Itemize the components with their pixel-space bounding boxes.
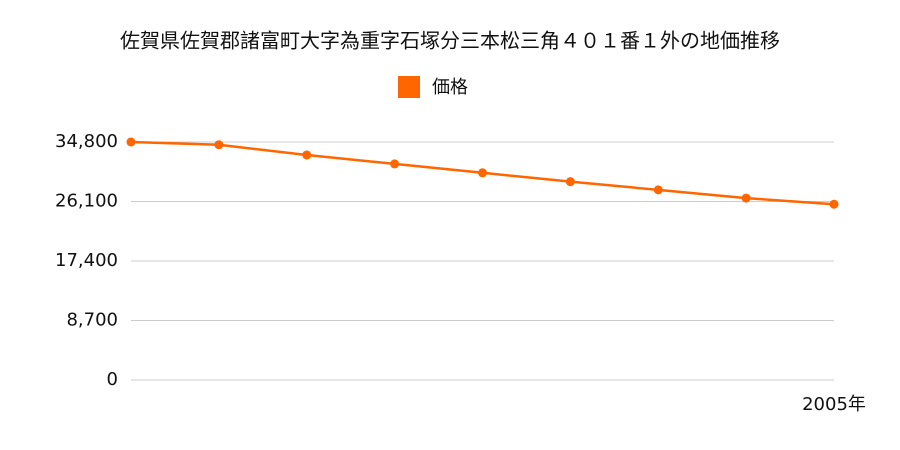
chart-title: 佐賀県佐賀郡諸富町大字為重字石塚分三本松三角４０１番１外の地価推移: [120, 29, 780, 53]
legend-label: 価格: [432, 77, 468, 98]
y-tick-label: 0: [107, 369, 118, 390]
y-tick-label: 34,800: [55, 131, 118, 152]
point: [565, 177, 575, 187]
point: [653, 185, 663, 195]
point: [302, 150, 312, 160]
point: [390, 159, 400, 169]
y-tick-label: 26,100: [55, 191, 118, 212]
point: [741, 193, 751, 203]
y-tick-label: 8,700: [66, 310, 118, 331]
point: [126, 137, 136, 147]
x-tick-label: 2005年: [802, 394, 866, 415]
point: [214, 140, 224, 150]
point: [478, 168, 487, 178]
point: [829, 199, 839, 209]
y-tick-label: 17,400: [55, 250, 118, 271]
legend-swatch: [398, 76, 420, 98]
